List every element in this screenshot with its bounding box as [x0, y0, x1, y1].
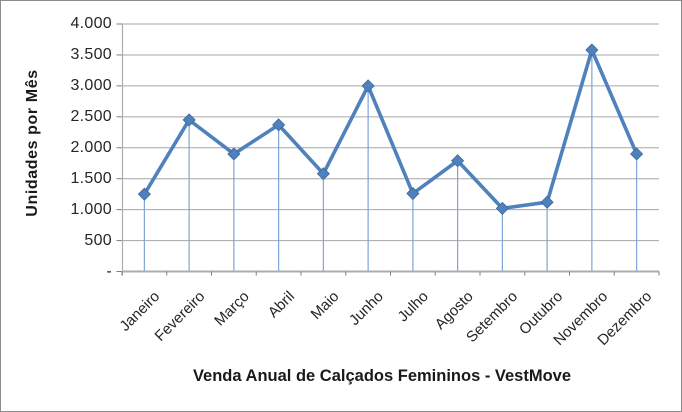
y-tick-label: -	[106, 262, 112, 280]
series-line	[142, 48, 639, 211]
y-axis-title: Unidades por Mês	[24, 69, 41, 217]
y-tick-label: 3.000	[70, 76, 112, 94]
x-axis-title: Venda Anual de Calçados Femininos - Vest…	[192, 367, 572, 385]
y-tick-label: 2.000	[70, 138, 112, 156]
data-point-marker	[540, 195, 554, 209]
data-point-marker	[495, 201, 509, 215]
y-tick-label: 1.500	[70, 169, 112, 187]
data-point-marker	[451, 154, 465, 168]
data-point-marker	[272, 118, 286, 132]
y-tick-label: 1.000	[70, 200, 112, 218]
y-tick-label: 500	[84, 231, 112, 249]
data-point-marker	[316, 167, 330, 181]
data-point-marker	[137, 187, 151, 201]
data-point-marker	[182, 113, 196, 127]
data-point-marker	[406, 186, 420, 201]
data-point-marker	[585, 43, 599, 57]
data-point-marker	[361, 79, 375, 93]
y-tick-label: 3.500	[70, 45, 112, 63]
data-point-marker	[630, 147, 644, 161]
y-tick-label: 4.000	[70, 15, 112, 32]
data-point-marker	[227, 147, 241, 161]
y-tick-label: 2.500	[70, 107, 112, 125]
